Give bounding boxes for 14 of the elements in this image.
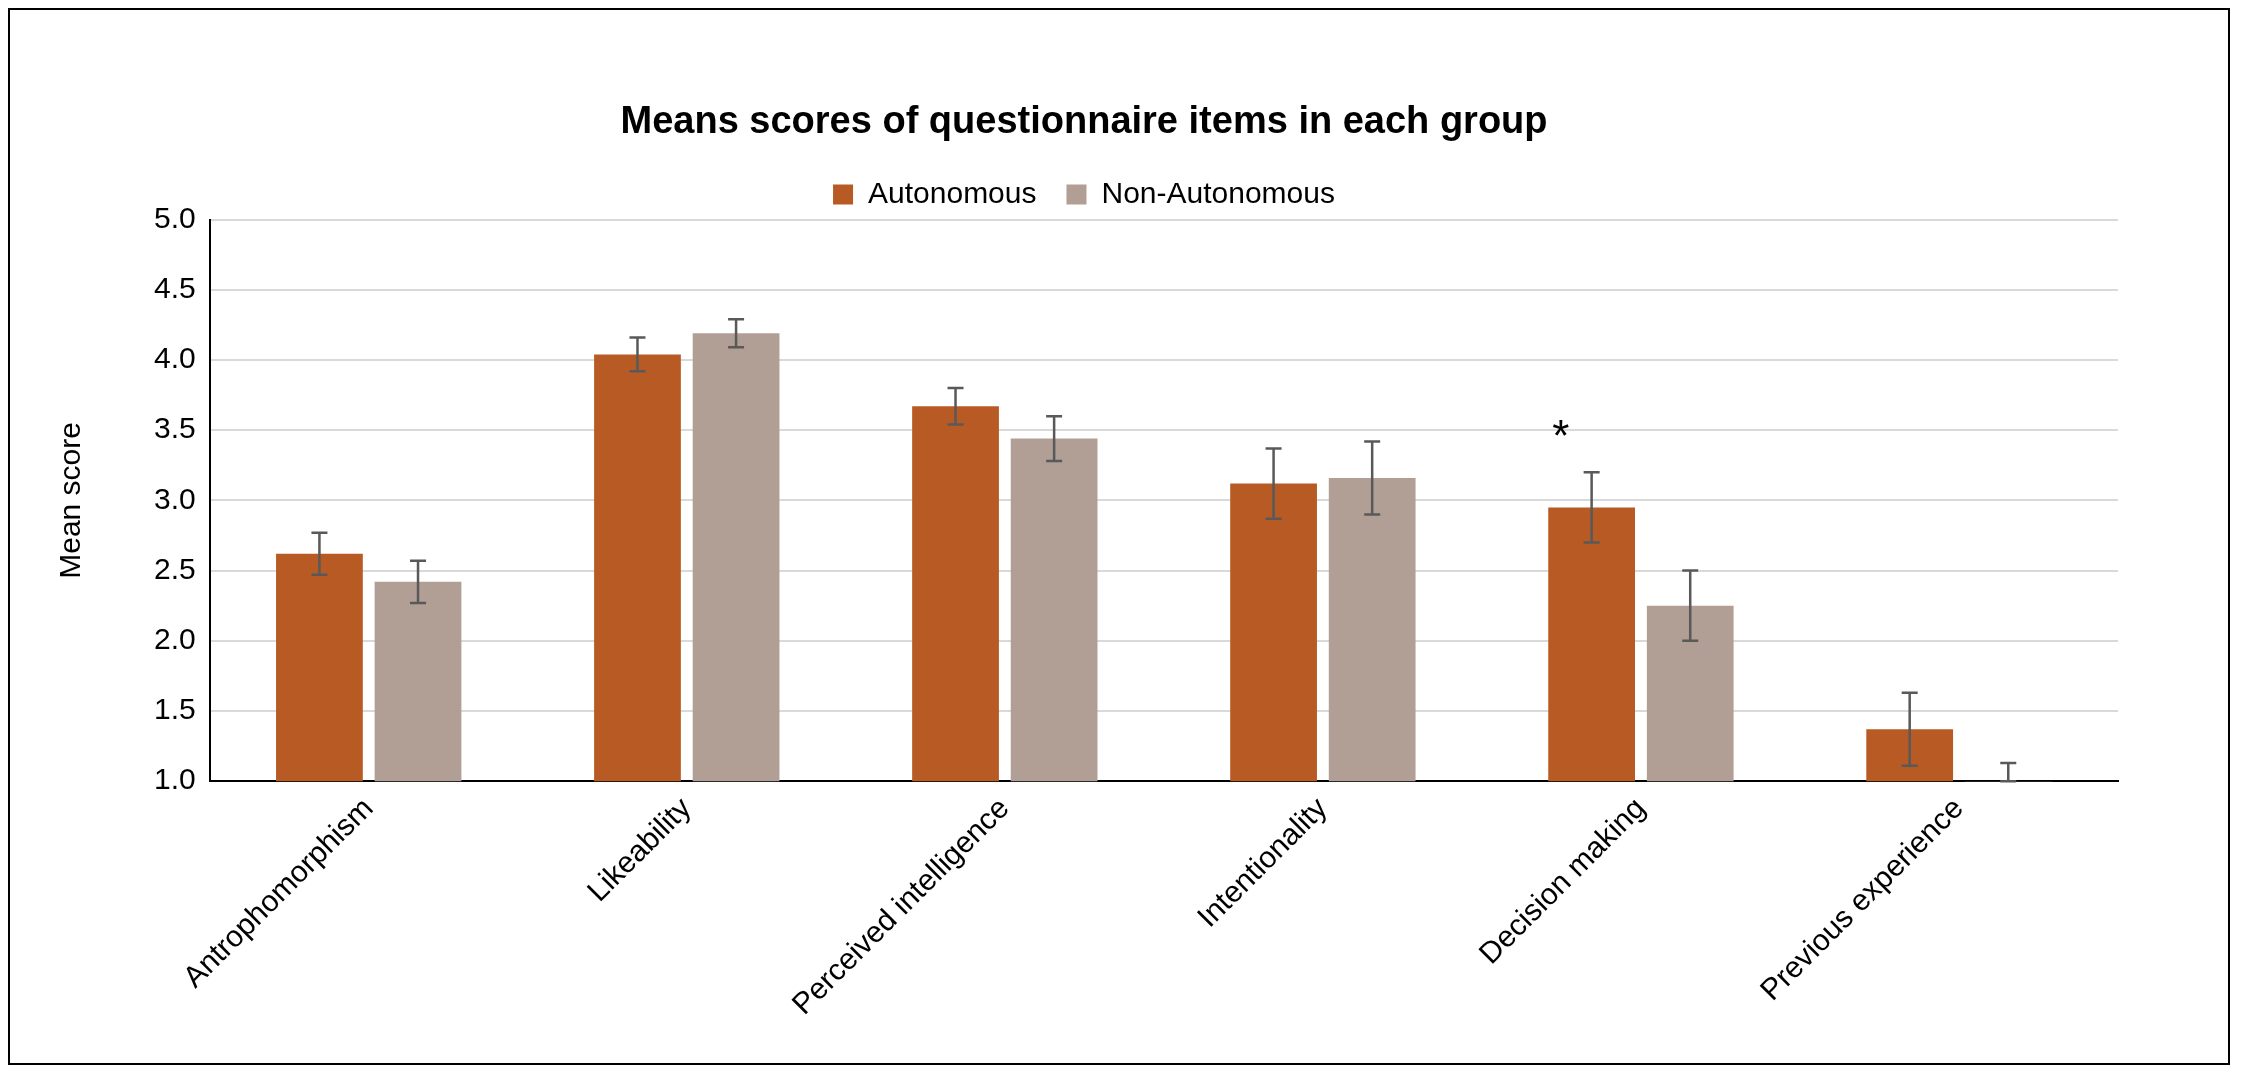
y-tick-label: 3.5 [153,411,196,445]
legend-label: Non-Autonomous [1101,175,1335,209]
y-tick-label: 1.0 [153,762,196,796]
y-tick-label: 5.0 [153,200,196,234]
y-tick-label: 4.5 [153,271,196,305]
annotation: * [1552,410,1570,460]
chart-title: Means scores of questionnaire items in each group [620,99,1548,142]
y-axis-title: Mean score [53,422,87,579]
y-tick-label: 2.5 [153,551,196,585]
y-tick-label: 2.0 [153,622,196,656]
y-tick-label: 4.0 [153,341,196,375]
y-tick-label: 3.0 [153,481,196,515]
legend-label: Autonomous [868,175,1037,209]
y-tick-label: 1.5 [153,692,196,726]
